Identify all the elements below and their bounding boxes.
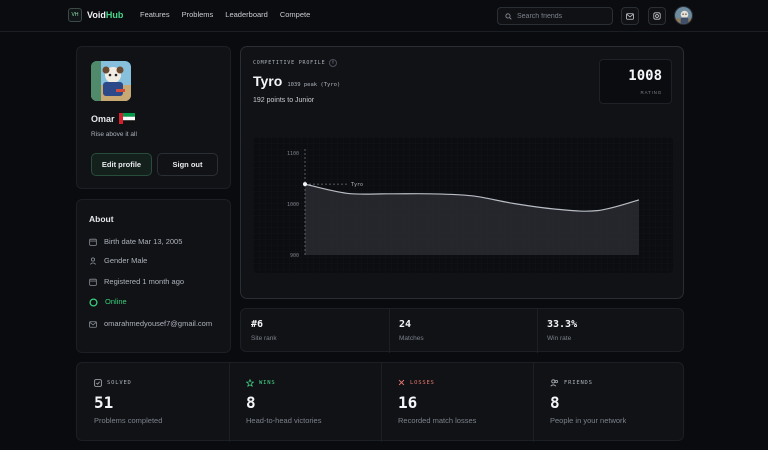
mail-icon bbox=[89, 321, 97, 328]
x-icon bbox=[398, 379, 405, 386]
email-row: omarahmedyousef7@gmail.com bbox=[89, 318, 221, 329]
nav-link-leaderboard[interactable]: Leaderboard bbox=[225, 10, 268, 19]
friends-label: FRIENDS bbox=[550, 379, 593, 387]
losses-value: 16 bbox=[398, 393, 418, 412]
chart-marker-label: Tyro bbox=[351, 182, 363, 188]
messages-button[interactable] bbox=[621, 7, 639, 25]
search-input[interactable] bbox=[517, 12, 607, 20]
birth-date-row: Birth date Mar 13, 2005 bbox=[89, 237, 182, 246]
win-rate-stat: 33.3% Win rate bbox=[537, 309, 685, 353]
users-icon bbox=[550, 379, 559, 387]
wins-value: 8 bbox=[246, 393, 256, 412]
online-status-icon bbox=[89, 298, 98, 307]
settings-button[interactable] bbox=[648, 7, 666, 25]
gender-text: Gender Male bbox=[104, 256, 148, 265]
site-rank-label: Site rank bbox=[251, 335, 277, 342]
losses-summary: LOSSES 16 Recorded match losses bbox=[381, 363, 533, 442]
solved-label: SOLVED bbox=[94, 379, 132, 387]
sign-out-button[interactable]: Sign out bbox=[157, 153, 218, 176]
profile-name-text: Omar bbox=[91, 113, 115, 124]
divider bbox=[533, 363, 534, 442]
points-to-next-tier: 192 points to Junior bbox=[253, 97, 315, 104]
summary-strip: SOLVED 51 Problems completed WINS 8 Head… bbox=[76, 362, 685, 442]
win-rate-value: 33.3% bbox=[547, 319, 578, 330]
search-box[interactable] bbox=[497, 7, 613, 25]
matches-value: 24 bbox=[399, 319, 412, 330]
nav-links: Features Problems Leaderboard Compete bbox=[140, 10, 310, 19]
uae-flag-icon bbox=[118, 113, 135, 124]
chart-area-fill bbox=[305, 184, 639, 255]
registered-row: Registered 1 month ago bbox=[89, 277, 184, 286]
avatar-image-icon bbox=[91, 61, 131, 101]
online-status-text: Online bbox=[105, 297, 127, 306]
birth-date-text: Birth date Mar 13, 2005 bbox=[104, 237, 183, 246]
friends-description: People in your network bbox=[550, 416, 627, 425]
friends-summary: FRIENDS 8 People in your network bbox=[533, 363, 685, 442]
logo-mark-icon: VH bbox=[68, 8, 82, 22]
mail-icon bbox=[626, 12, 634, 20]
divider bbox=[381, 363, 382, 442]
checklist-icon bbox=[94, 379, 102, 387]
matches-label: Matches bbox=[399, 335, 424, 342]
friends-value: 8 bbox=[550, 393, 560, 412]
chart-current-point bbox=[303, 182, 307, 187]
logo[interactable]: VH VoidHub bbox=[68, 8, 123, 22]
top-navbar: VH VoidHub Features Problems Leaderboard… bbox=[0, 0, 768, 32]
nav-link-compete[interactable]: Compete bbox=[279, 10, 311, 19]
profile-name: Omar bbox=[91, 113, 135, 124]
info-icon[interactable]: ! bbox=[329, 59, 338, 67]
matches-stat: 24 Matches bbox=[389, 309, 537, 353]
rating-box: 1008 RATING bbox=[599, 59, 672, 104]
losses-description: Recorded match losses bbox=[398, 416, 477, 425]
wins-summary: WINS 8 Head-to-head victories bbox=[229, 363, 381, 442]
competitive-profile-label: COMPETITIVE PROFILE ! bbox=[253, 59, 338, 67]
site-rank-value: #6 bbox=[251, 319, 264, 330]
chart-y-tick-label: 1000 bbox=[287, 202, 299, 208]
profile-bio: Rise above it all bbox=[91, 131, 137, 138]
competitive-profile-card: COMPETITIVE PROFILE ! Tyro 1039 peak (Ty… bbox=[240, 46, 684, 299]
rating-chart: 1100 1000 900 Tyro bbox=[253, 137, 673, 273]
stats-strip: #6 Site rank 24 Matches 33.3% Win rate bbox=[240, 308, 685, 353]
avatar-image-icon bbox=[675, 7, 692, 24]
search-icon bbox=[505, 12, 512, 20]
chart-series-line bbox=[304, 183, 640, 212]
wins-description: Head-to-head victories bbox=[246, 416, 322, 425]
edit-profile-button[interactable]: Edit profile bbox=[91, 153, 152, 176]
user-avatar-menu[interactable] bbox=[674, 6, 693, 25]
calendar-icon bbox=[89, 238, 97, 246]
about-card: About Birth date Mar 13, 2005 Gender Mal… bbox=[76, 199, 231, 353]
wins-label: WINS bbox=[246, 379, 275, 387]
chart-y-tick-label: 900 bbox=[290, 253, 299, 259]
solved-summary: SOLVED 51 Problems completed bbox=[77, 363, 229, 442]
brand-name: VoidHub bbox=[87, 10, 124, 20]
registered-text: Registered 1 month ago bbox=[104, 277, 185, 286]
user-icon bbox=[89, 257, 97, 265]
calendar-icon bbox=[89, 278, 97, 286]
nav-link-problems[interactable]: Problems bbox=[181, 10, 214, 19]
gender-row: Gender Male bbox=[89, 256, 147, 265]
profile-card: Omar Rise above it all Edit profile Sign… bbox=[76, 46, 231, 189]
nav-link-features[interactable]: Features bbox=[140, 10, 170, 19]
chart-y-tick-label: 1100 bbox=[287, 151, 299, 157]
rating-chart-svg: 1100 1000 900 Tyro bbox=[253, 137, 673, 273]
avatar bbox=[91, 61, 131, 101]
rating-value: 1008 bbox=[628, 68, 662, 84]
losses-label: LOSSES bbox=[398, 379, 435, 386]
email-text: omarahmedyousef7@gmail.com bbox=[104, 319, 213, 328]
solved-value: 51 bbox=[94, 393, 114, 412]
online-status-row: Online bbox=[89, 297, 127, 307]
star-icon bbox=[246, 379, 254, 387]
solved-description: Problems completed bbox=[94, 416, 163, 425]
tier-heading: Tyro 1039 peak (Tyro) bbox=[253, 73, 340, 89]
about-title: About bbox=[89, 214, 114, 224]
gear-icon bbox=[653, 12, 661, 20]
win-rate-label: Win rate bbox=[547, 335, 572, 342]
rating-label: RATING bbox=[640, 90, 662, 95]
site-rank-stat: #6 Site rank bbox=[241, 309, 389, 353]
divider bbox=[229, 363, 230, 442]
peak-rating: 1039 peak (Tyro) bbox=[287, 82, 341, 88]
divider bbox=[537, 309, 538, 353]
tier-name: Tyro bbox=[253, 73, 283, 89]
divider bbox=[389, 309, 390, 353]
